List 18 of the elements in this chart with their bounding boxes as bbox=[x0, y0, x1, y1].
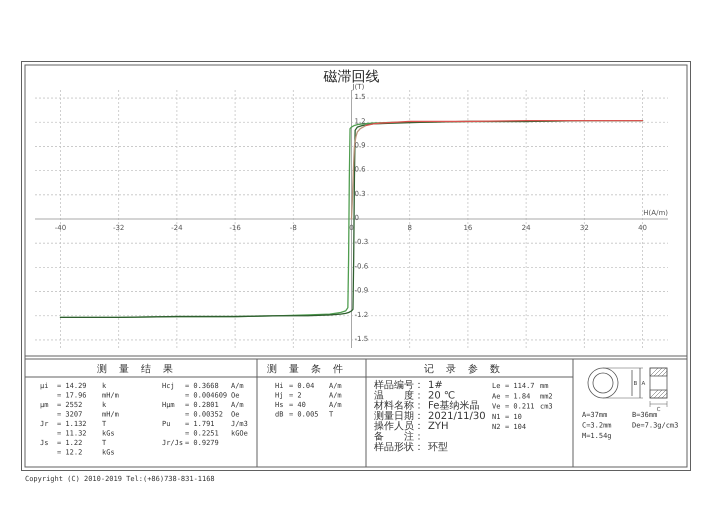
text: Fe基纳米晶 bbox=[428, 400, 480, 412]
text: 环型 bbox=[428, 440, 448, 453]
text: 测量日期： bbox=[374, 410, 424, 422]
text: 20 ℃ bbox=[428, 390, 456, 402]
text: 操作人员： bbox=[374, 420, 424, 432]
text: 测量结果 bbox=[97, 363, 185, 375]
chart-title: 磁滞回线 bbox=[322, 69, 380, 85]
text: 记录参数 bbox=[424, 363, 512, 375]
text: 样品编号： bbox=[374, 379, 424, 391]
text: 材料名称： bbox=[373, 400, 424, 412]
text: 测量条件 bbox=[267, 363, 355, 375]
text: 备 注： bbox=[374, 430, 424, 442]
line-series bbox=[350, 124, 367, 220]
text: 样品形状： bbox=[374, 440, 424, 453]
text: 1# bbox=[428, 380, 443, 391]
text: ZYH bbox=[428, 421, 448, 432]
text: 2021/11/30 bbox=[428, 410, 486, 422]
text: 温 度： bbox=[374, 389, 424, 402]
